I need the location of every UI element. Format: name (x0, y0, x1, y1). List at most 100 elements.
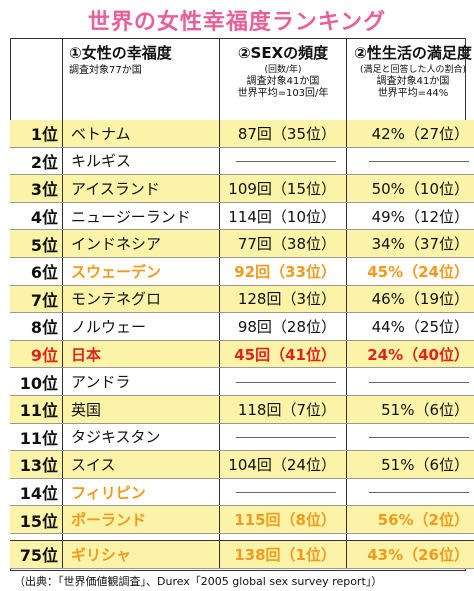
header-satisfaction: ②性生活の満足度 (満足と回答した人の割合) 調査対象41か国 世界平均=44% (346, 38, 474, 120)
table-gap-row (10, 533, 474, 541)
table-row: 11位 英国 118回（7位） 51%（6位） (10, 395, 474, 424)
header-frequency-note: (回数/年) (264, 65, 302, 75)
country-cell: ノルウェー (62, 312, 220, 341)
frequency-cell: 92回（33位） (219, 257, 347, 286)
satisfaction-cell: 24%（40位） (346, 340, 474, 369)
country-cell: ニュージーランド (62, 202, 220, 231)
gap-cell (10, 533, 63, 541)
country-cell: アイスランド (62, 174, 220, 203)
header-satisfaction-label: ②性生活の満足度 (354, 44, 472, 62)
no-data-dash (236, 381, 336, 383)
country-cell: キルギス (62, 147, 220, 176)
satisfaction-cell (346, 147, 474, 176)
table-row: 7位 モンテネグロ 128回（3位） 46%（19位） (10, 285, 474, 314)
frequency-cell (219, 478, 347, 507)
table-row: 1位 ベトナム 87回（35位） 42%（27位） (10, 120, 474, 148)
table-row: 4位 ニュージーランド 114回（10位） 49%（12位） (10, 202, 474, 231)
header-satisfaction-sub2: 世界平均=44% (377, 88, 449, 99)
source-note: （出典：「世界価値観調査」、Durex「2005 global sex surv… (14, 575, 383, 588)
table-row: 9位 日本 45回（41位） 24%（40位） (10, 340, 474, 369)
no-data-dash (369, 381, 469, 383)
satisfaction-cell: 49%（12位） (346, 202, 474, 231)
country-cell: スウェーデン (62, 257, 220, 286)
satisfaction-cell: 51%（6位） (346, 450, 474, 479)
satisfaction-cell: 45%（24位） (346, 257, 474, 286)
rank-cell: 3位 (10, 174, 63, 203)
rank-cell: 13位 (10, 450, 63, 479)
country-cell: ギリシャ (62, 540, 220, 569)
header-frequency-sub1: 調査対象41か国 (246, 76, 320, 87)
table-row: 2位 キルギス (10, 147, 474, 176)
country-cell: タジキスタン (62, 423, 220, 452)
table-row: 14位 フィリピン (10, 478, 474, 507)
satisfaction-cell: 42%（27位） (346, 120, 474, 148)
country-cell: アンドラ (62, 367, 220, 396)
country-cell: フィリピン (62, 478, 220, 507)
frequency-cell: 128回（3位） (219, 285, 347, 314)
frequency-cell (219, 147, 347, 176)
satisfaction-cell (346, 367, 474, 396)
table-row: 13位 スイス 104回（24位） 51%（6位） (10, 450, 474, 479)
header-frequency-label: ②SEXの頻度 (237, 44, 329, 62)
table-row: 6位 スウェーデン 92回（33位） 45%（24位） (10, 257, 474, 286)
header-satisfaction-note: (満足と回答した人の割合) (359, 65, 467, 75)
frequency-cell: 115回（8位） (219, 505, 347, 534)
satisfaction-cell: 43%（26位） (346, 540, 474, 569)
gap-cell (219, 533, 347, 541)
rank-cell: 6位 (10, 257, 63, 286)
no-data-dash (369, 160, 469, 162)
gap-cell (346, 533, 474, 541)
header-satisfaction-sub1: 調査対象41か国 (376, 76, 450, 87)
satisfaction-cell: 34%（37位） (346, 229, 474, 258)
frequency-cell (219, 423, 347, 452)
country-cell: モンテネグロ (62, 285, 220, 314)
table-row: 15位 ポーランド 115回（8位） 56%（2位） (10, 505, 474, 534)
rank-cell: 11位 (10, 423, 63, 452)
table-row: 10位 アンドラ (10, 367, 474, 396)
country-cell: ベトナム (62, 120, 220, 148)
frequency-cell: 45回（41位） (219, 340, 347, 369)
no-data-dash (236, 160, 336, 162)
satisfaction-cell: 44%（25位） (346, 312, 474, 341)
rank-cell: 5位 (10, 229, 63, 258)
header-rank-cell (10, 38, 63, 120)
header-happiness-sub: 調査対象77か国 (69, 65, 142, 76)
ranking-table: ①女性の幸福度 調査対象77か国 ②SEXの頻度 (回数/年) 調査対象41か国… (10, 38, 474, 569)
no-data-dash (369, 492, 469, 494)
table-row: 75位 ギリシャ 138回（1位） 43%（26位） (10, 540, 474, 569)
header-frequency: ②SEXの頻度 (回数/年) 調査対象41か国 世界平均=103回/年 (219, 38, 347, 120)
rank-cell: 2位 (10, 147, 63, 176)
rank-cell: 1位 (10, 120, 63, 148)
gap-cell (62, 533, 220, 541)
rank-cell: 7位 (10, 285, 63, 314)
frequency-cell: 87回（35位） (219, 120, 347, 148)
country-cell: 日本 (62, 340, 220, 369)
satisfaction-cell: 46%（19位） (346, 285, 474, 314)
frequency-cell: 138回（1位） (219, 540, 347, 569)
table-row: 11位 タジキスタン (10, 423, 474, 452)
rank-cell: 8位 (10, 312, 63, 341)
frequency-cell (219, 367, 347, 396)
rank-cell: 4位 (10, 202, 63, 231)
country-cell: 英国 (62, 395, 220, 424)
rank-cell: 75位 (10, 540, 63, 569)
frequency-cell: 98回（28位） (219, 312, 347, 341)
no-data-dash (236, 492, 336, 494)
no-data-dash (236, 436, 336, 438)
header-happiness: ①女性の幸福度 調査対象77か国 (62, 38, 220, 120)
rank-cell: 11位 (10, 395, 63, 424)
no-data-dash (369, 436, 469, 438)
table-row: 8位 ノルウェー 98回（28位） 44%（25位） (10, 312, 474, 341)
country-cell: インドネシア (62, 229, 220, 258)
country-cell: スイス (62, 450, 220, 479)
header-frequency-sub2: 世界平均=103回/年 (237, 88, 329, 99)
frequency-cell: 114回（10位） (219, 202, 347, 231)
satisfaction-cell (346, 423, 474, 452)
rank-cell: 9位 (10, 340, 63, 369)
header-happiness-label: ①女性の幸福度 (69, 44, 172, 62)
frequency-cell: 77回（38位） (219, 229, 347, 258)
satisfaction-cell (346, 478, 474, 507)
table-row: 5位 インドネシア 77回（38位） 34%（37位） (10, 229, 474, 258)
frequency-cell: 104回（24位） (219, 450, 347, 479)
